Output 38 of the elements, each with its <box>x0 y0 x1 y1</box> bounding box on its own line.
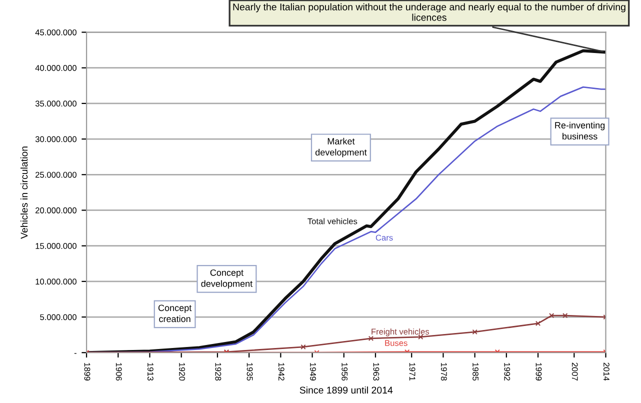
y-tick-label: - <box>74 353 76 354</box>
y-tick-label: 5.000.000 <box>40 314 76 320</box>
y-tick-label: 30.000.000 <box>35 136 76 142</box>
x-tick-label: 1949 <box>310 362 316 380</box>
x-tick-label: 1920 <box>179 362 186 381</box>
y-tick-label: 10.000.000 <box>36 278 76 285</box>
x-tick-label: 1956 <box>342 362 348 381</box>
x-tick-label: 1906 <box>116 362 122 381</box>
y-tick-label: 15.000.000 <box>36 243 76 249</box>
x-tick-label: 1942 <box>278 362 284 380</box>
y-tick-label: 35.000.000 <box>35 100 76 107</box>
series-label: Freight vehicles <box>372 328 430 336</box>
y-tick-label: 25.000.000 <box>36 172 76 178</box>
x-tick-label: 1999 <box>536 362 542 380</box>
y-tick-label: 40.000.000 <box>35 65 76 71</box>
y-tick-label: 20.000.000 <box>36 207 76 214</box>
annotation: Concept creation <box>158 304 192 322</box>
x-tick-label: 1971 <box>409 362 416 380</box>
x-axis-title: Since 1899 until 2014 <box>300 386 393 394</box>
y-axis-title: Vehicles in circulation <box>20 146 28 239</box>
series-label: Total vehicles <box>308 218 358 224</box>
annotation: Nearly the Italian population without the underage and nearly equal to the number of driving licences <box>233 3 626 21</box>
annotation: Re-inventing business <box>555 122 605 140</box>
series-label: Cars <box>376 234 393 241</box>
x-tick-label: 2014 <box>604 362 610 381</box>
x-tick-label: 1899 <box>84 362 90 380</box>
x-tick-label: 1985 <box>472 362 478 381</box>
x-tick-label: 1913 <box>148 362 154 381</box>
x-tick-label: 2007 <box>572 362 578 380</box>
x-tick-label: 1935 <box>246 362 253 381</box>
y-tick-label: 45.000.000 <box>35 29 76 36</box>
x-tick-label: 1978 <box>440 362 447 381</box>
x-tick-label: 1963 <box>373 362 380 381</box>
annotation: Market development <box>315 138 367 158</box>
series-label: Buses <box>385 340 408 346</box>
x-tick-label: 1992 <box>504 362 510 380</box>
annotation: Concept development <box>201 269 253 289</box>
x-tick-label: 1928 <box>215 362 222 381</box>
